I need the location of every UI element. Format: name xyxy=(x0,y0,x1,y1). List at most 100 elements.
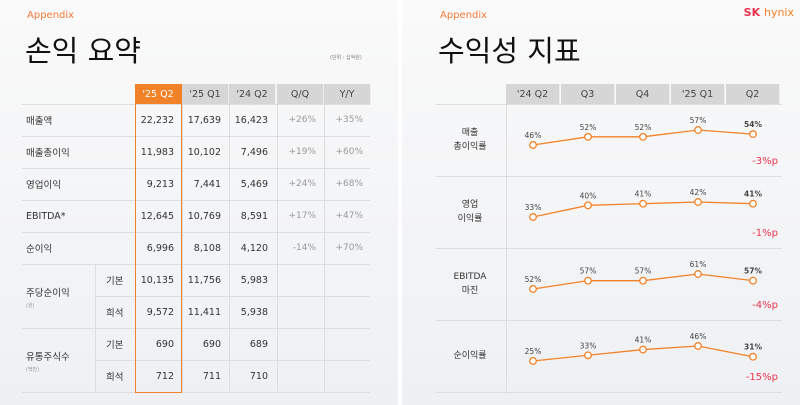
column-header: '25 Q1 xyxy=(671,84,725,104)
table-cell: +70% xyxy=(335,243,363,253)
data-label: 41% xyxy=(635,190,652,199)
table-cell: 12,645 xyxy=(140,210,174,222)
highlight-column xyxy=(135,84,182,393)
table-cell: 7,441 xyxy=(193,178,221,190)
data-label: 46% xyxy=(525,131,542,140)
unit-note: (단위 : 십억원) xyxy=(330,55,362,61)
table-cell: 11,756 xyxy=(187,274,221,286)
data-point xyxy=(749,130,757,139)
data-point xyxy=(749,276,757,285)
table-cell: +19% xyxy=(288,147,316,157)
column-header: Q4 xyxy=(616,84,670,104)
row-divider xyxy=(22,136,370,137)
data-label: 33% xyxy=(580,341,597,350)
table-cell: 6,996 xyxy=(146,242,174,254)
table-cell: +26% xyxy=(288,115,316,125)
section-label: Appendix xyxy=(27,10,75,21)
row-label: 매출총이익 xyxy=(26,148,70,159)
group-label: 유통주식수 xyxy=(26,352,70,363)
data-label: 54% xyxy=(744,120,762,129)
data-point xyxy=(749,199,757,208)
table-cell: 5,983 xyxy=(240,274,268,286)
table-cell: 5,938 xyxy=(240,306,268,318)
table-cell: 9,213 xyxy=(146,178,174,190)
data-point xyxy=(639,345,647,354)
data-point xyxy=(584,201,592,210)
sub-label: 희석 xyxy=(106,372,124,383)
table-cell: 11,983 xyxy=(140,146,174,158)
data-point xyxy=(529,285,537,293)
row-divider xyxy=(22,104,370,105)
data-label: 33% xyxy=(525,203,542,212)
data-point xyxy=(584,276,592,285)
series-label-line: 이익률 xyxy=(457,214,483,224)
table-cell: 7,496 xyxy=(240,146,268,158)
table-cell: 689 xyxy=(249,338,268,350)
data-label: 61% xyxy=(690,260,707,269)
income-summary-slide: Appendix 손익 요약 (단위 : 십억원) '25 Q2'25 Q1'2… xyxy=(0,0,398,405)
column-header: Q2 xyxy=(726,84,780,104)
data-point xyxy=(529,213,537,221)
divider xyxy=(506,104,507,394)
sub-label: 기본 xyxy=(106,276,124,287)
data-label: 57% xyxy=(690,116,707,125)
data-label: 57% xyxy=(744,267,762,276)
line-chart-svg: 46% 52% 52% 57% 54% 33% 40% 41% 42% 41% 52% 57% 57% 6… xyxy=(525,116,762,365)
table-cell: 690 xyxy=(155,338,174,350)
delta-label: -3%p xyxy=(752,156,778,167)
group-unit: (백만) xyxy=(26,367,40,373)
delta-label: -4%p xyxy=(752,300,778,311)
delta-label: -15%p xyxy=(745,372,778,383)
row-divider xyxy=(436,392,782,393)
group-label: 주당순이익 xyxy=(26,288,70,299)
row-divider xyxy=(22,264,370,265)
row-divider xyxy=(95,360,370,361)
table-cell: 8,108 xyxy=(193,242,221,254)
row-divider xyxy=(22,200,370,201)
page-title: 손익 요약 xyxy=(25,34,141,68)
data-point xyxy=(694,270,702,278)
data-point xyxy=(529,357,537,365)
row-divider xyxy=(22,232,370,233)
series-label-line: 매출 xyxy=(461,128,479,138)
column-header: Y/Y xyxy=(324,84,371,104)
data-label: 41% xyxy=(635,336,652,345)
table-cell: -14% xyxy=(292,243,316,253)
data-label: 41% xyxy=(744,190,762,199)
table-cell: 10,769 xyxy=(187,210,221,222)
page-title: 수익성 지표 xyxy=(438,34,581,68)
sub-label: 기본 xyxy=(106,340,124,351)
data-point xyxy=(639,132,647,141)
data-label: 52% xyxy=(525,275,542,284)
series-label-line: 영업 xyxy=(461,200,479,210)
row-divider xyxy=(22,168,370,169)
table-cell: 9,572 xyxy=(146,306,174,318)
sub-label: 희석 xyxy=(106,308,124,319)
table-cell: 711 xyxy=(202,370,221,382)
group-unit: (원) xyxy=(26,303,35,309)
row-divider xyxy=(95,296,370,297)
sk-hynix-logo: SK hynix xyxy=(743,6,794,19)
data-label: 25% xyxy=(525,347,542,356)
row-label: 영업이익 xyxy=(26,180,61,191)
row-divider xyxy=(436,104,782,105)
column-header: '24 Q2 xyxy=(229,84,276,104)
profitability-slide: Appendix 수익성 지표 SK hynix '24 Q2 Q3 Q4'25 Q… xyxy=(402,0,800,405)
table-cell: 8,591 xyxy=(240,210,268,222)
data-point xyxy=(639,199,647,208)
column-divider xyxy=(324,104,325,393)
data-label: 57% xyxy=(635,267,652,276)
row-divider xyxy=(22,328,370,329)
row-label: 매출액 xyxy=(26,116,53,127)
delta-label: -1%p xyxy=(752,228,778,239)
table-cell: 690 xyxy=(202,338,221,350)
data-point xyxy=(694,342,702,350)
table-cell: +24% xyxy=(288,179,316,189)
series-label-line: 순이익률 xyxy=(453,351,487,361)
column-header: '25 Q1 xyxy=(182,84,229,104)
row-divider xyxy=(22,392,370,393)
data-point xyxy=(584,351,592,360)
data-point xyxy=(639,276,647,285)
table-cell: 4,120 xyxy=(240,242,268,254)
series-label: 매출 총이익률 xyxy=(434,126,506,154)
